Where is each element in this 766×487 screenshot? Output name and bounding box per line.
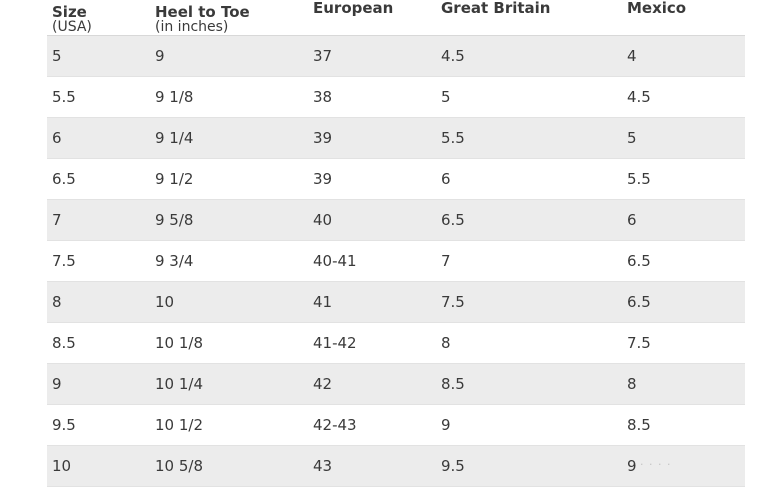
cell-great-britain: 8.5 xyxy=(436,363,622,405)
header-size-usa-sub: (USA) xyxy=(52,19,92,35)
cell-heel-to-toe: 10 5/8 xyxy=(150,445,308,487)
cell-great-britain: 7.5 xyxy=(436,281,622,323)
cell-mexico: 6.5 xyxy=(622,281,745,323)
cell-size-usa: 9.5 xyxy=(47,404,150,446)
cell-heel-to-toe: 10 xyxy=(150,281,308,323)
cell-great-britain: 6.5 xyxy=(436,199,622,241)
header-heel-to-toe-label: Heel to Toe xyxy=(155,3,250,21)
header-mexico: Mexico xyxy=(622,0,745,36)
header-heel-to-toe: Heel to Toe (in inches) xyxy=(150,0,308,36)
cell-heel-to-toe: 9 3/4 xyxy=(150,240,308,282)
cell-mexico: 7.5 xyxy=(622,322,745,364)
table-row: 5 9 37 4.5 4 xyxy=(47,35,745,77)
cell-european: 43 xyxy=(308,445,436,487)
cell-heel-to-toe: 9 5/8 xyxy=(150,199,308,241)
header-size-usa: Size (USA) xyxy=(47,0,150,36)
cell-european: 42-43 xyxy=(308,404,436,446)
cell-great-britain: 5 xyxy=(436,76,622,118)
cell-mexico: 8.5 xyxy=(622,404,745,446)
cell-heel-to-toe: 9 1/8 xyxy=(150,76,308,118)
cell-european: 38 xyxy=(308,76,436,118)
table-row: 5.5 9 1/8 38 5 4.5 xyxy=(47,76,745,118)
cell-heel-to-toe: 9 1/4 xyxy=(150,117,308,159)
table-row: 8.5 10 1/8 41-42 8 7.5 xyxy=(47,322,745,364)
cell-european: 39 xyxy=(308,117,436,159)
cell-european: 40 xyxy=(308,199,436,241)
table-row: 7.5 9 3/4 40-41 7 6.5 xyxy=(47,240,745,282)
cell-mexico: 5.5 xyxy=(622,158,745,200)
cell-size-usa: 9 xyxy=(47,363,150,405)
cell-european: 42 xyxy=(308,363,436,405)
cell-great-britain: 6 xyxy=(436,158,622,200)
cell-size-usa: 10 xyxy=(47,445,150,487)
cell-size-usa: 5.5 xyxy=(47,76,150,118)
table-row: 9.5 10 1/2 42-43 9 8.5 xyxy=(47,404,745,446)
cell-great-britain: 9 xyxy=(436,404,622,446)
cell-mexico: 4.5 xyxy=(622,76,745,118)
header-great-britain: Great Britain xyxy=(436,0,622,36)
cell-mexico: 6.5 xyxy=(622,240,745,282)
cell-heel-to-toe: 10 1/8 xyxy=(150,322,308,364)
cell-mexico: 5 xyxy=(622,117,745,159)
cell-size-usa: 8.5 xyxy=(47,322,150,364)
cell-great-britain: 4.5 xyxy=(436,35,622,77)
cell-mexico: 6 xyxy=(622,199,745,241)
table-row: 6.5 9 1/2 39 6 5.5 xyxy=(47,158,745,200)
cell-european: 41-42 xyxy=(308,322,436,364)
header-heel-to-toe-sub: (in inches) xyxy=(155,19,229,35)
cell-size-usa: 7 xyxy=(47,199,150,241)
cell-european: 40-41 xyxy=(308,240,436,282)
watermark-mark: · · · · xyxy=(640,458,672,471)
cell-great-britain: 7 xyxy=(436,240,622,282)
cell-heel-to-toe: 9 xyxy=(150,35,308,77)
cell-size-usa: 6 xyxy=(47,117,150,159)
cell-mexico: 4 xyxy=(622,35,745,77)
cell-heel-to-toe: 10 1/2 xyxy=(150,404,308,446)
header-row: Size (USA) Heel to Toe (in inches) Europ… xyxy=(47,0,745,36)
cell-mexico: 8 xyxy=(622,363,745,405)
cell-size-usa: 5 xyxy=(47,35,150,77)
cell-european: 37 xyxy=(308,35,436,77)
cell-great-britain: 5.5 xyxy=(436,117,622,159)
header-european: European xyxy=(308,0,436,36)
table-row: 8 10 41 7.5 6.5 xyxy=(47,281,745,323)
cell-great-britain: 9.5 xyxy=(436,445,622,487)
cell-size-usa: 8 xyxy=(47,281,150,323)
cell-heel-to-toe: 9 1/2 xyxy=(150,158,308,200)
cell-european: 39 xyxy=(308,158,436,200)
cell-great-britain: 8 xyxy=(436,322,622,364)
cell-size-usa: 6.5 xyxy=(47,158,150,200)
header-size-usa-label: Size xyxy=(52,3,87,21)
table-body: 5 9 37 4.5 4 5.5 9 1/8 38 5 4.5 6 9 1/4 39 5.5 5 6.5 9 1… xyxy=(47,35,745,487)
cell-size-usa: 7.5 xyxy=(47,240,150,282)
cell-heel-to-toe: 10 1/4 xyxy=(150,363,308,405)
table-row: 9 10 1/4 42 8.5 8 xyxy=(47,363,745,405)
cell-european: 41 xyxy=(308,281,436,323)
shoe-size-table: Size (USA) Heel to Toe (in inches) Europ… xyxy=(47,0,745,487)
